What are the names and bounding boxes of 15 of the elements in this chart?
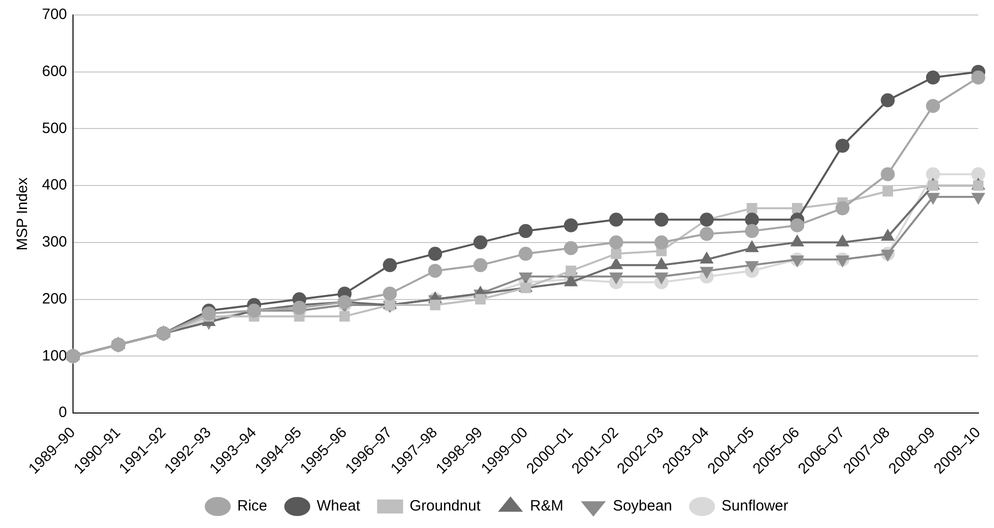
y-tick-label: 400 [42,176,68,194]
legend-label: Wheat [316,498,361,515]
y-tick-label: 0 [58,404,68,422]
y-axis-title: MSP Index [14,176,32,251]
y-tick-label: 500 [42,120,68,137]
y-tick-label: 700 [42,6,68,24]
legend-label: Sunflower [722,498,788,515]
y-tick-label: 100 [42,347,68,364]
legend-label: Groundnut [410,498,482,515]
legend-label: Soybean [612,498,672,515]
y-tick-label: 200 [42,290,68,308]
y-tick-label: 600 [42,62,68,80]
y-tick-label: 300 [42,234,68,251]
legend-label: Rice [237,498,268,515]
legend-label: R&M [530,498,564,515]
